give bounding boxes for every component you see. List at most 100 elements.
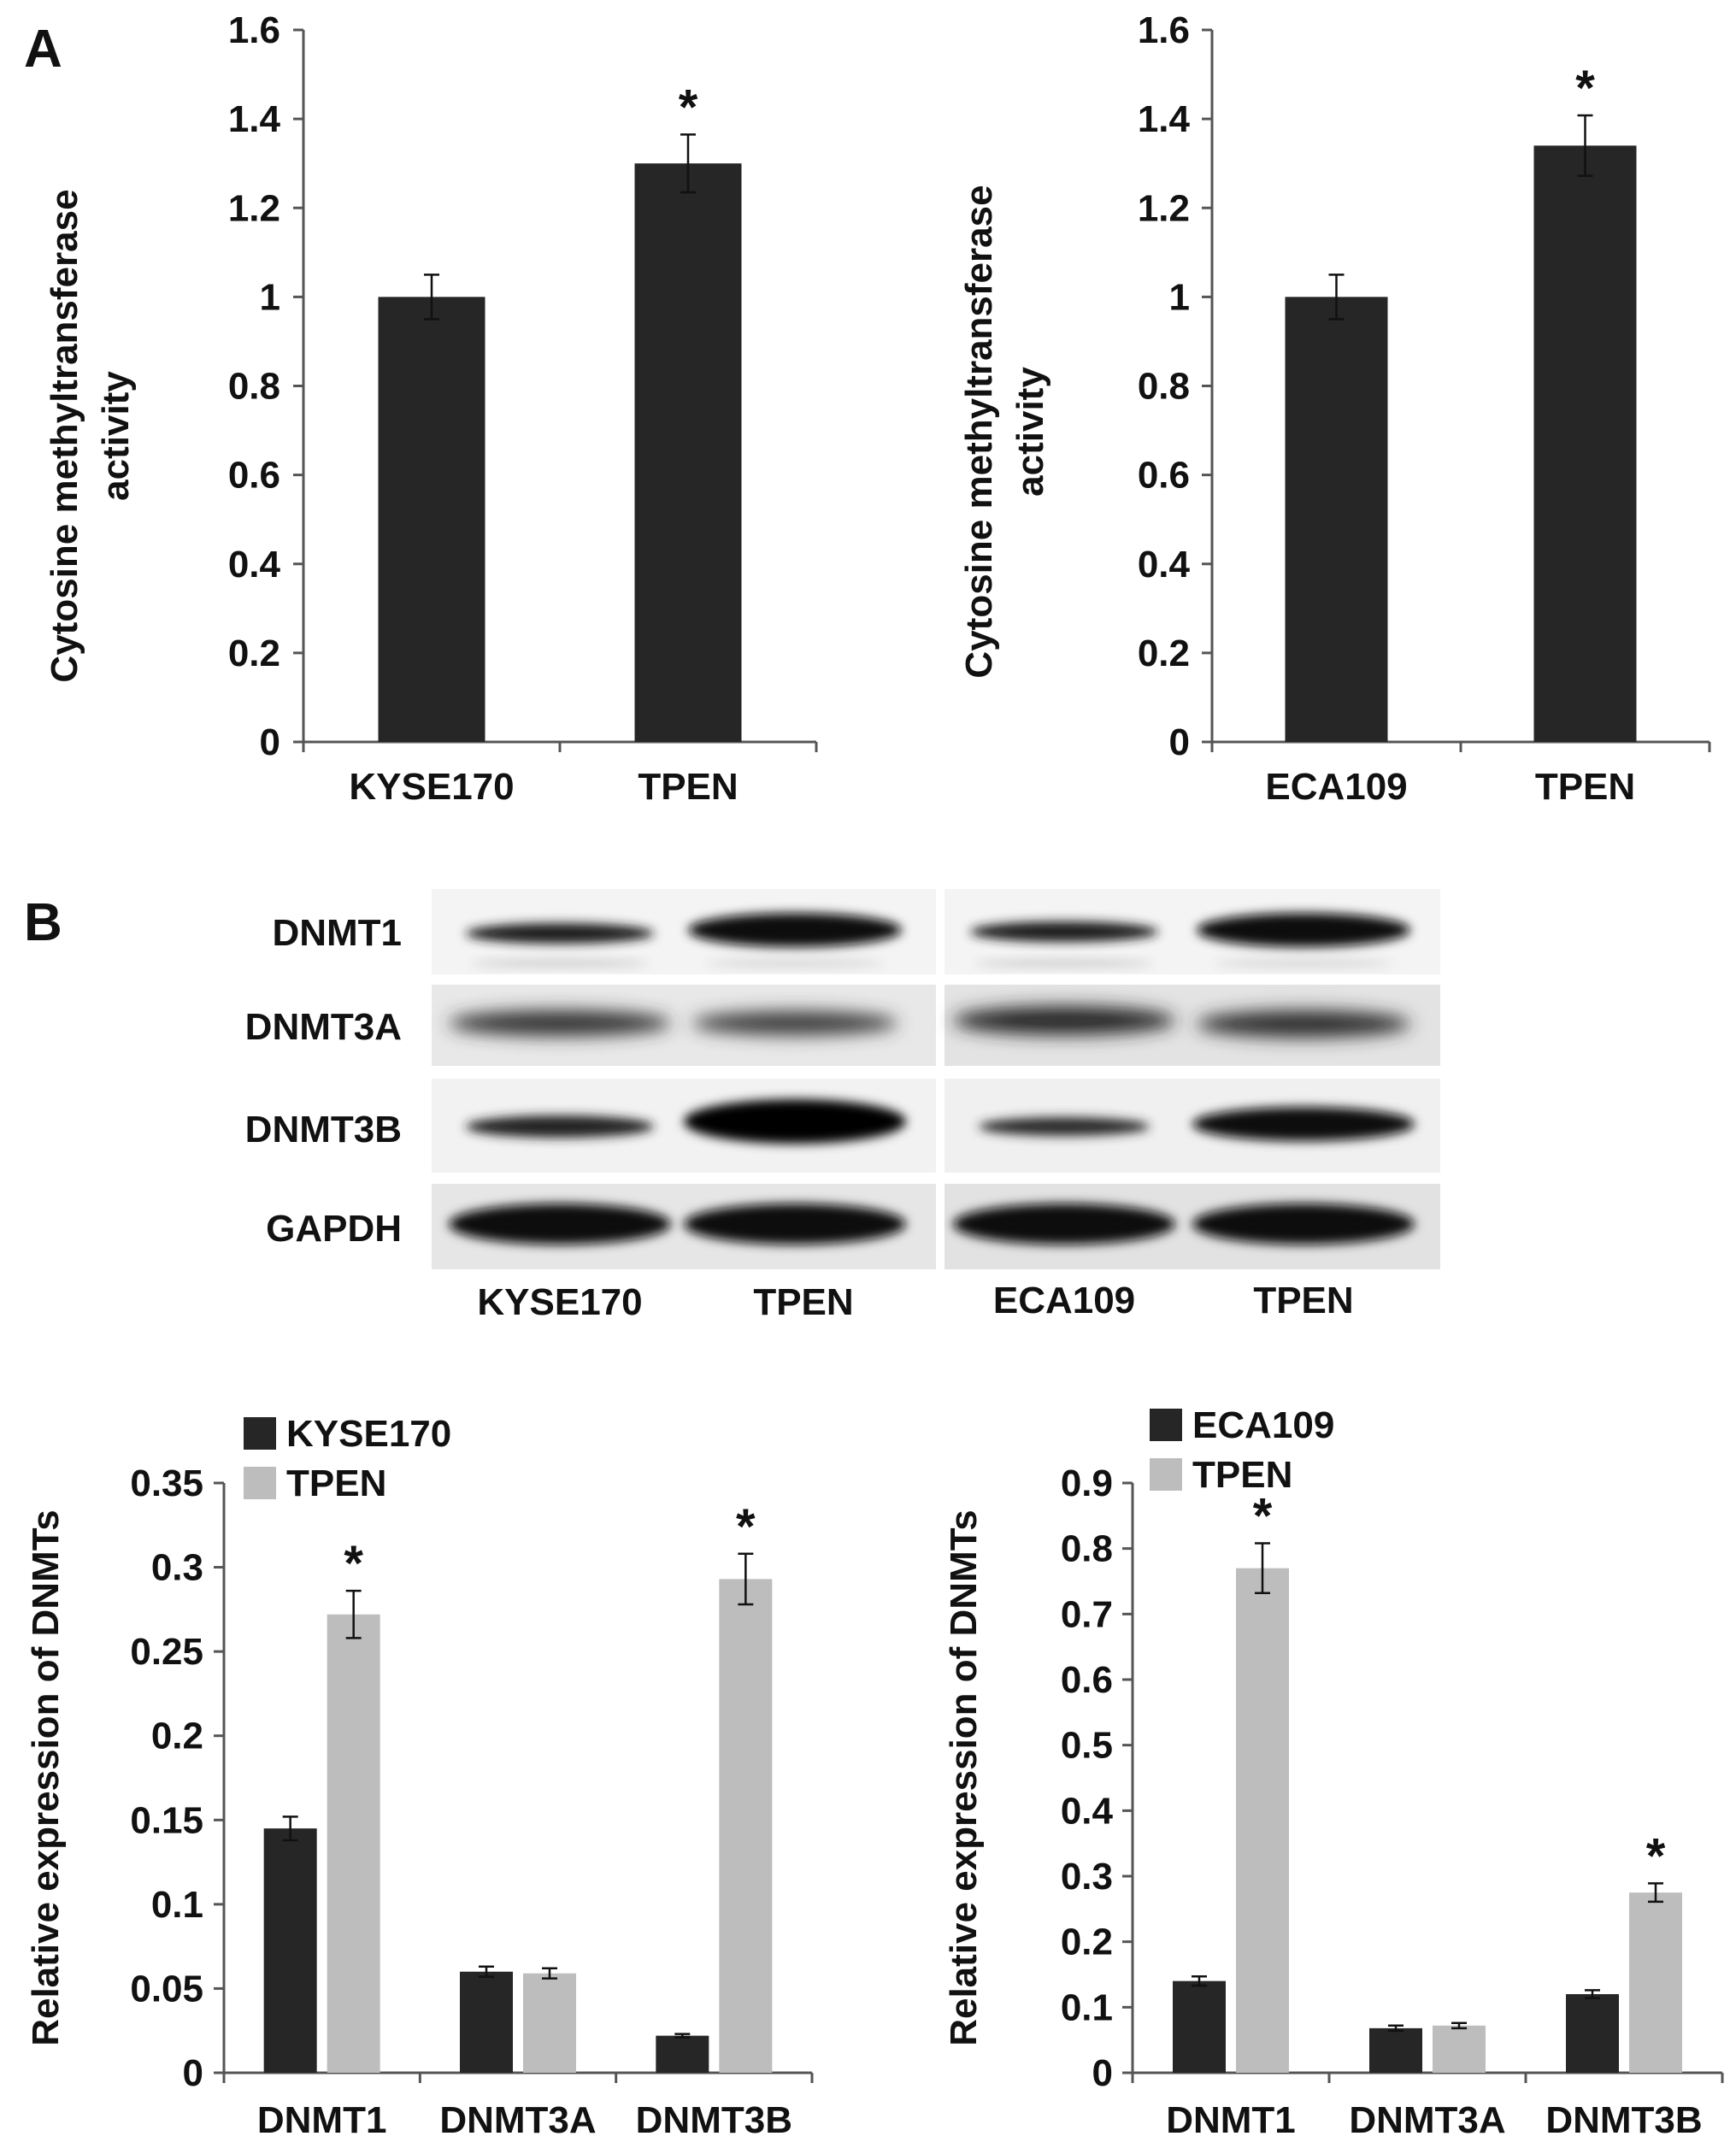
y-tick-label: 0.7	[1061, 1593, 1113, 1635]
bar-dnmt3b-tpen	[719, 1579, 773, 2073]
legend-label: ECA109	[1192, 1404, 1334, 1446]
y-axis-label: activity	[1009, 367, 1051, 497]
bar-dnmt1-tpen	[1236, 1568, 1289, 2073]
legend-swatch	[1150, 1409, 1182, 1441]
blot-band	[466, 1115, 654, 1138]
x-tick-label: TPEN	[638, 766, 738, 808]
blot-band	[953, 1006, 1175, 1035]
y-tick-label: 0.25	[130, 1631, 203, 1673]
y-tick-label: 1.6	[1138, 9, 1190, 51]
y-tick-label: 0.15	[130, 1799, 203, 1841]
y-tick-label: 0.9	[1061, 1462, 1113, 1504]
y-tick-label: 0.4	[1061, 1790, 1114, 1832]
y-tick-label: 1.6	[228, 9, 280, 51]
blot-row-label-dnmt1: DNMT1	[272, 912, 402, 954]
legend-swatch	[1150, 1458, 1182, 1491]
bar-tpen	[1533, 145, 1637, 743]
bar-eca109	[1285, 297, 1388, 742]
bar-dnmt1-eca109	[1173, 1980, 1226, 2073]
chart-dnmt-expression-kyse170: 0 0.05 0.1 0.15 0.2 0.25 0.3 0.35 Relative expre…	[25, 1413, 814, 2141]
x-tick-label: ECA109	[1265, 766, 1407, 808]
significance-asterisk: *	[1253, 1489, 1273, 1545]
blot-band	[692, 1011, 897, 1035]
chart-dnmt-expression-eca109: 0 0.1 0.2 0.3 0.4 0.5 0.6 0.7 0.8 0.9 Relative exp…	[943, 1404, 1724, 2141]
chart-cytosine-activity-kyse170: 0 0.2 0.4 0.6 0.8 1 1.2 1.4 1.6 Cytosine methyltr…	[44, 9, 818, 808]
y-tick-label: 0.8	[1061, 1528, 1113, 1570]
y-tick-label: 0	[260, 721, 280, 763]
blot-band	[1192, 1203, 1415, 1245]
blot-band	[449, 1010, 671, 1036]
y-tick-label: 1.4	[228, 98, 281, 140]
y-axis-label: Relative expression of DNMTs	[943, 1509, 985, 2046]
blot-lane-label-tpen-2: TPEN	[1253, 1280, 1353, 1321]
x-tick-label: DNMT1	[257, 2099, 387, 2141]
y-tick-label: 1.2	[1138, 187, 1190, 229]
blot-row-label-dnmt3a: DNMT3A	[245, 1006, 402, 1048]
blot-band	[684, 1203, 906, 1245]
y-axis-label: Cytosine methyltransferase	[958, 185, 1000, 678]
y-tick-label: 1.2	[228, 187, 280, 229]
y-tick-label: 0.4	[1138, 544, 1191, 586]
significance-asterisk: *	[736, 1499, 756, 1555]
bar-tpen	[634, 163, 742, 742]
legend-swatch	[244, 1467, 276, 1499]
x-tick-label: DNMT3B	[1545, 2099, 1702, 2141]
y-tick-label: 0	[1092, 2052, 1113, 2094]
x-tick-label: KYSE170	[349, 766, 514, 808]
blot-lane-label-tpen-1: TPEN	[753, 1281, 853, 1323]
blot-band	[1197, 913, 1410, 947]
blot-band	[1197, 1010, 1410, 1038]
y-tick-label: 0.8	[228, 366, 280, 408]
y-tick-label: 0.2	[228, 633, 280, 674]
bar-dnmt3a-tpen	[1433, 2025, 1486, 2073]
bar-dnmt3b-tpen	[1629, 1892, 1682, 2073]
y-tick-label: 0.6	[1061, 1659, 1113, 1701]
y-tick-label: 0.2	[1061, 1921, 1113, 1963]
panel-label-b: B	[24, 893, 62, 952]
y-tick-label: 0.2	[1138, 633, 1190, 674]
significance-asterisk: *	[679, 79, 698, 135]
legend-label: TPEN	[286, 1462, 386, 1504]
blot-band-faint	[974, 960, 1154, 967]
y-tick-label: 0.3	[1061, 1856, 1113, 1898]
panel-label-a: A	[24, 20, 62, 79]
y-axis-label: activity	[95, 371, 137, 501]
y-tick-label: 0.6	[228, 455, 280, 497]
blot-band	[970, 921, 1158, 942]
y-tick-label: 0.2	[151, 1715, 203, 1757]
y-tick-label: 0.3	[151, 1547, 203, 1589]
y-tick-label: 0.8	[1138, 366, 1190, 408]
y-tick-label: 0	[183, 2052, 203, 2094]
blot-band	[684, 1099, 906, 1144]
x-tick-label: DNMT3A	[439, 2099, 596, 2141]
blot-row-label-gapdh: GAPDH	[266, 1208, 402, 1250]
bar-dnmt3a-kyse170	[460, 1971, 513, 2073]
blot-band-faint	[705, 960, 885, 967]
y-tick-label: 1	[1169, 276, 1190, 318]
x-tick-label: DNMT1	[1166, 2099, 1296, 2141]
blot-band	[1192, 1107, 1415, 1141]
blot-band-faint	[470, 960, 650, 967]
blot-lane-label-eca109: ECA109	[993, 1280, 1135, 1321]
y-tick-label: 0.1	[1061, 1986, 1113, 2028]
x-tick-label: DNMT3A	[1349, 2099, 1505, 2141]
blot-band	[979, 1117, 1150, 1136]
y-tick-label: 0.6	[1138, 455, 1190, 497]
blot-band	[953, 1203, 1175, 1245]
legend-label: KYSE170	[286, 1413, 451, 1455]
x-tick-label: TPEN	[1535, 766, 1635, 808]
x-tick-label: DNMT3B	[636, 2099, 792, 2141]
bar-dnmt3a-eca109	[1369, 2027, 1422, 2073]
bar-dnmt3a-tpen	[523, 1973, 576, 2073]
y-axis-label: Relative expression of DNMTs	[25, 1509, 67, 2046]
significance-asterisk: *	[344, 1536, 363, 1592]
bar-kyse170	[378, 297, 485, 742]
legend-swatch	[244, 1417, 276, 1450]
y-axis-label: Cytosine methyltransferase	[44, 189, 85, 682]
bar-dnmt3b-kyse170	[656, 2035, 709, 2073]
blot-band	[466, 923, 654, 944]
significance-asterisk: *	[1575, 61, 1595, 116]
legend-label: TPEN	[1192, 1454, 1292, 1496]
blot-lane-label-kyse170: KYSE170	[477, 1281, 642, 1323]
bar-dnmt1-tpen	[327, 1614, 380, 2073]
